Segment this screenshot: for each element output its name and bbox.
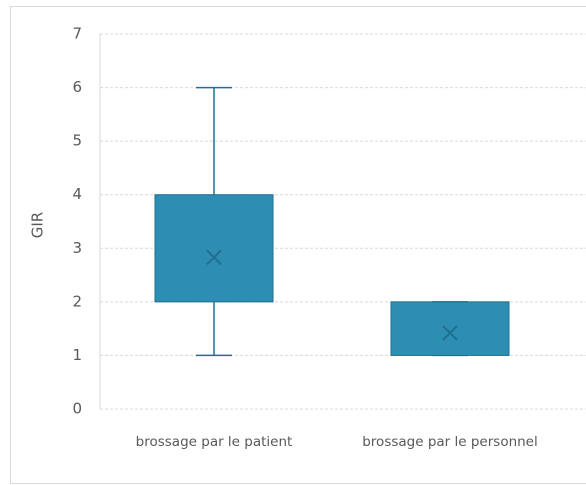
y-tick-label: 5: [72, 132, 82, 150]
y-tick-label: 0: [72, 400, 82, 418]
y-axis-label: GIR: [29, 212, 47, 238]
box: [154, 194, 274, 303]
y-tick-label: 7: [72, 25, 82, 43]
y-tick-label: 6: [72, 78, 82, 96]
mean-marker: [442, 325, 458, 341]
mean-marker: [206, 249, 222, 266]
chart-border: [10, 6, 586, 484]
x-tick-label: brossage par le patient: [136, 434, 293, 450]
box: [390, 301, 510, 356]
y-tick-label: 1: [72, 346, 82, 364]
y-tick-label: 3: [72, 239, 82, 257]
y-tick-label: 4: [72, 185, 82, 203]
y-tick-label: 2: [72, 292, 82, 310]
x-tick-label: brossage par le personnel: [362, 434, 538, 450]
